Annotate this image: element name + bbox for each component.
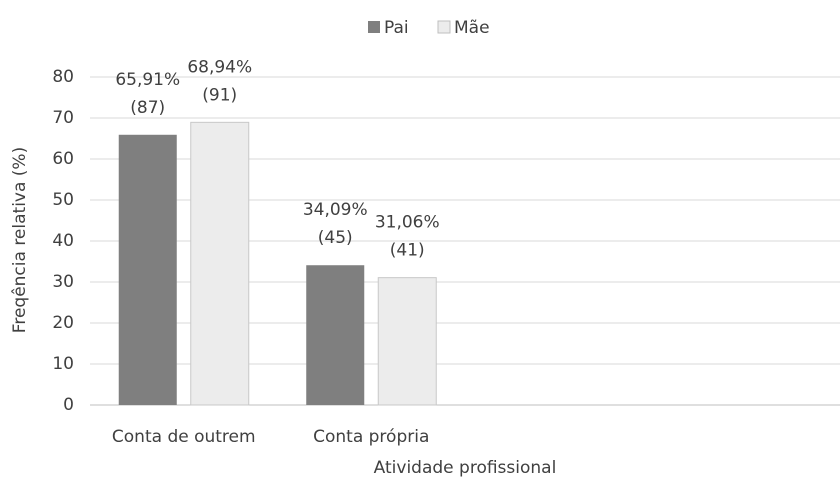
y-tick-label: 70 <box>52 108 74 128</box>
data-label: 68,94% <box>187 57 252 77</box>
x-tick-label: Conta de outrem <box>112 427 256 447</box>
bar <box>118 134 177 406</box>
y-axis-title: Freqência relativa (%) <box>10 147 30 333</box>
y-tick-label: 40 <box>52 231 74 251</box>
y-tick-label: 30 <box>52 272 74 292</box>
data-label: (91) <box>202 85 237 105</box>
legend-label: Pai <box>384 18 409 38</box>
y-tick-label: 10 <box>52 354 74 374</box>
bar <box>377 277 437 406</box>
data-label: 34,09% <box>303 200 368 220</box>
legend-swatch <box>368 21 380 33</box>
x-tick-label: Conta própria <box>313 427 429 447</box>
data-label: 65,91% <box>115 70 180 90</box>
bar <box>306 265 365 405</box>
y-tick-label: 0 <box>63 395 74 415</box>
data-label: (41) <box>390 241 425 261</box>
data-label: (87) <box>130 98 165 118</box>
y-tick-label: 20 <box>52 313 74 333</box>
bar <box>190 121 250 406</box>
y-tick-label: 60 <box>52 149 74 169</box>
legend-label: Mãe <box>454 18 490 38</box>
x-axis-title: Atividade profissional <box>374 458 557 478</box>
data-label: 31,06% <box>375 213 440 233</box>
y-tick-label: 50 <box>52 190 74 210</box>
legend-swatch <box>437 20 451 34</box>
data-label: (45) <box>318 228 353 248</box>
y-tick-label: 80 <box>52 67 74 87</box>
